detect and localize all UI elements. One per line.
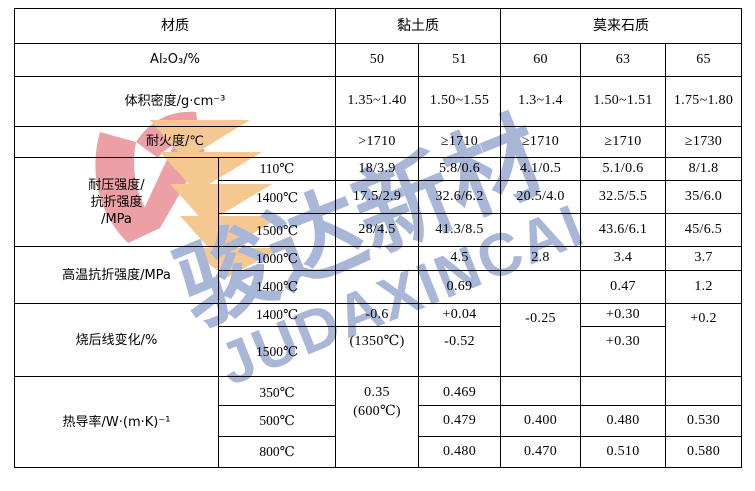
cell-conductivity-800-51: 0.480 [418, 435, 501, 468]
cell-refractoriness-63: ≥1710 [580, 126, 666, 158]
cell-strength-110-50: 18/3.9 [335, 156, 419, 182]
row-label-shrinkage: 烧后线变化/% [14, 302, 219, 378]
sub-temp-shrinkage-1400: 1400℃ [218, 302, 336, 328]
cell-strength-110-63: 5.1/0.6 [580, 156, 666, 182]
sub-temp-conductivity-500: 500℃ [218, 404, 336, 437]
header-value-60: 60 [500, 43, 581, 77]
cell-conductivity-500-63: 0.480 [580, 404, 666, 437]
cell-hot-mor-1000-50 [335, 246, 419, 271]
row-conductivity-350: 热导率/W·(m·K)⁻¹ 350℃ 0.35 (600℃) 0.469 [14, 376, 743, 468]
row-hot-mor-1000: 高温抗折强度/MPa 1000℃ 4.5 2.8 3.4 3.7 [14, 246, 743, 304]
cell-conductivity-350-65 [664, 376, 743, 406]
cell-strength-110-60: 4.1/0.5 [500, 156, 581, 182]
cell-shrinkage-1500-63: +0.30 [580, 326, 666, 378]
cell-hot-mor-1000-65: 3.7 [664, 246, 743, 271]
row-shrinkage-1400: 烧后线变化/% 1400℃ -0.6 +0.04 -0.25 +0.30 +0.… [14, 302, 743, 378]
row-strength-1400: 1400℃ 17.5/2.9 32.6/6.2 20.5/4.0 32.5/5.… [15, 180, 743, 215]
cell-strength-110-51: 5.8/0.6 [418, 156, 501, 182]
cell-shrinkage-1400-63: +0.30 [580, 302, 666, 328]
header-material-label: 材质 [14, 8, 336, 44]
cell-strength-1400-65: 35/6.0 [664, 180, 743, 215]
cell-refractoriness-50: >1710 [335, 126, 419, 158]
row-strength-110: 耐压强度/ 抗折强度 /MPa 110℃ 18/3.9 5.8/0.6 4.1/… [14, 156, 743, 248]
row-label-refractoriness: 耐火度/℃ [14, 126, 336, 158]
header-row-composition: Al₂O₃/% 50 51 60 63 65 [14, 43, 743, 77]
cell-hot-mor-1400-60 [500, 269, 581, 304]
row-bulk-density: 体积密度/g·cm⁻³ 1.35~1.40 1.50~1.55 1.3~1.4 … [14, 76, 743, 127]
row-label-bulk-density: 体积密度/g·cm⁻³ [14, 76, 336, 127]
cell-strength-1400-63: 32.5/5.5 [580, 180, 666, 215]
cell-hot-mor-1000-51: 4.5 [418, 246, 501, 271]
cell-bulk-density-60: 1.3~1.4 [500, 76, 581, 127]
cell-shrinkage-1400-60: -0.25 [500, 302, 581, 378]
row-conductivity-800: 800℃ 0.480 0.470 0.510 0.580 [15, 435, 743, 468]
header-value-65: 65 [664, 43, 743, 77]
cell-hot-mor-1400-50 [335, 269, 419, 304]
cell-conductivity-800-63: 0.510 [580, 435, 666, 468]
row-label-hot-mor: 高温抗折强度/MPa [14, 246, 219, 304]
sub-temp-hot-mor-1400: 1400℃ [218, 269, 336, 304]
sub-temp-hot-mor-1000: 1000℃ [218, 246, 336, 271]
cell-conductivity-500-51: 0.479 [418, 404, 501, 437]
cell-conductivity-800-65: 0.580 [664, 435, 743, 468]
header-value-50: 50 [335, 43, 419, 77]
cell-shrinkage-1400-65: +0.2 [664, 302, 743, 378]
cell-refractoriness-65: ≥1730 [664, 126, 743, 158]
cell-conductivity-350-51: 0.469 [418, 376, 501, 406]
cell-hot-mor-1400-65: 1.2 [664, 269, 743, 304]
cell-hot-mor-1400-63: 0.47 [580, 269, 666, 304]
cell-shrinkage-1400-51: +0.04 [418, 302, 501, 328]
sub-temp-strength-1400: 1400℃ [218, 180, 336, 215]
cell-conductivity-350-50: 0.35 (600℃) [335, 376, 419, 468]
header-value-63: 63 [580, 43, 666, 77]
material-spec-table: 材质 黏土质 莫来石质 Al₂O₃/% 50 51 60 63 65 体积密度/… [14, 8, 743, 468]
cell-refractoriness-51: ≥1710 [418, 126, 501, 158]
sub-temp-shrinkage-1500: 1500℃ [218, 326, 336, 378]
cell-bulk-density-51: 1.50~1.55 [418, 76, 501, 127]
cell-strength-110-65: 8/1.8 [664, 156, 743, 182]
cell-hot-mor-1400-51: 0.69 [418, 269, 501, 304]
header-value-51: 51 [418, 43, 501, 77]
header-group-mullite: 莫来石质 [499, 8, 743, 44]
cell-strength-1400-51: 32.6/6.2 [418, 180, 501, 215]
cell-strength-1500-60 [500, 213, 581, 248]
row-label-strength: 耐压强度/ 抗折强度 /MPa [14, 156, 219, 248]
cell-shrinkage-1400-50: -0.6 [335, 302, 419, 328]
cell-bulk-density-50: 1.35~1.40 [335, 76, 419, 127]
cell-shrinkage-1500-51: -0.52 [418, 326, 501, 378]
cell-strength-1500-63: 43.6/6.1 [580, 213, 666, 248]
row-label-conductivity: 热导率/W·(m·K)⁻¹ [14, 376, 219, 468]
sub-temp-strength-110: 110℃ [218, 156, 336, 182]
cell-hot-mor-1000-60: 2.8 [500, 246, 581, 271]
cell-hot-mor-1000-63: 3.4 [580, 246, 666, 271]
cell-conductivity-350-63 [580, 376, 666, 406]
cell-bulk-density-65: 1.75~1.80 [664, 76, 743, 127]
sub-temp-strength-1500: 1500℃ [218, 213, 336, 248]
cell-refractoriness-60: ≥1710 [500, 126, 581, 158]
cell-conductivity-500-65: 0.530 [664, 404, 743, 437]
cell-strength-1500-51: 41.3/8.5 [418, 213, 501, 248]
cell-conductivity-350-60 [500, 376, 581, 406]
sub-temp-conductivity-350: 350℃ [218, 376, 336, 406]
cell-conductivity-500-60: 0.400 [500, 404, 581, 437]
header-group-clay: 黏土质 [335, 8, 501, 44]
spec-table-wrap: 材质 黏土质 莫来石质 Al₂O₃/% 50 51 60 63 65 体积密度/… [14, 8, 743, 468]
row-strength-1500: 1500℃ 28/4.5 41.3/8.5 43.6/6.1 45/6.5 [15, 213, 743, 248]
cell-strength-1400-60: 20.5/4.0 [500, 180, 581, 215]
row-hot-mor-1400: 1400℃ 0.69 0.47 1.2 [15, 269, 743, 304]
cell-bulk-density-63: 1.50~1.51 [580, 76, 666, 127]
cell-conductivity-800-60: 0.470 [500, 435, 581, 468]
header-composition-label: Al₂O₃/% [14, 43, 336, 77]
cell-shrinkage-1500-50: (1350℃) [335, 326, 419, 378]
cell-strength-1400-50: 17.5/2.9 [335, 180, 419, 215]
sub-temp-conductivity-800: 800℃ [218, 435, 336, 468]
row-shrinkage-1500: 1500℃ (1350℃) -0.52 +0.30 [15, 326, 742, 378]
header-row-material: 材质 黏土质 莫来石质 [14, 8, 743, 44]
row-refractoriness: 耐火度/℃ >1710 ≥1710 ≥1710 ≥1710 ≥1730 [14, 126, 743, 158]
cell-strength-1500-65: 45/6.5 [664, 213, 743, 248]
cell-strength-1500-50: 28/4.5 [335, 213, 419, 248]
